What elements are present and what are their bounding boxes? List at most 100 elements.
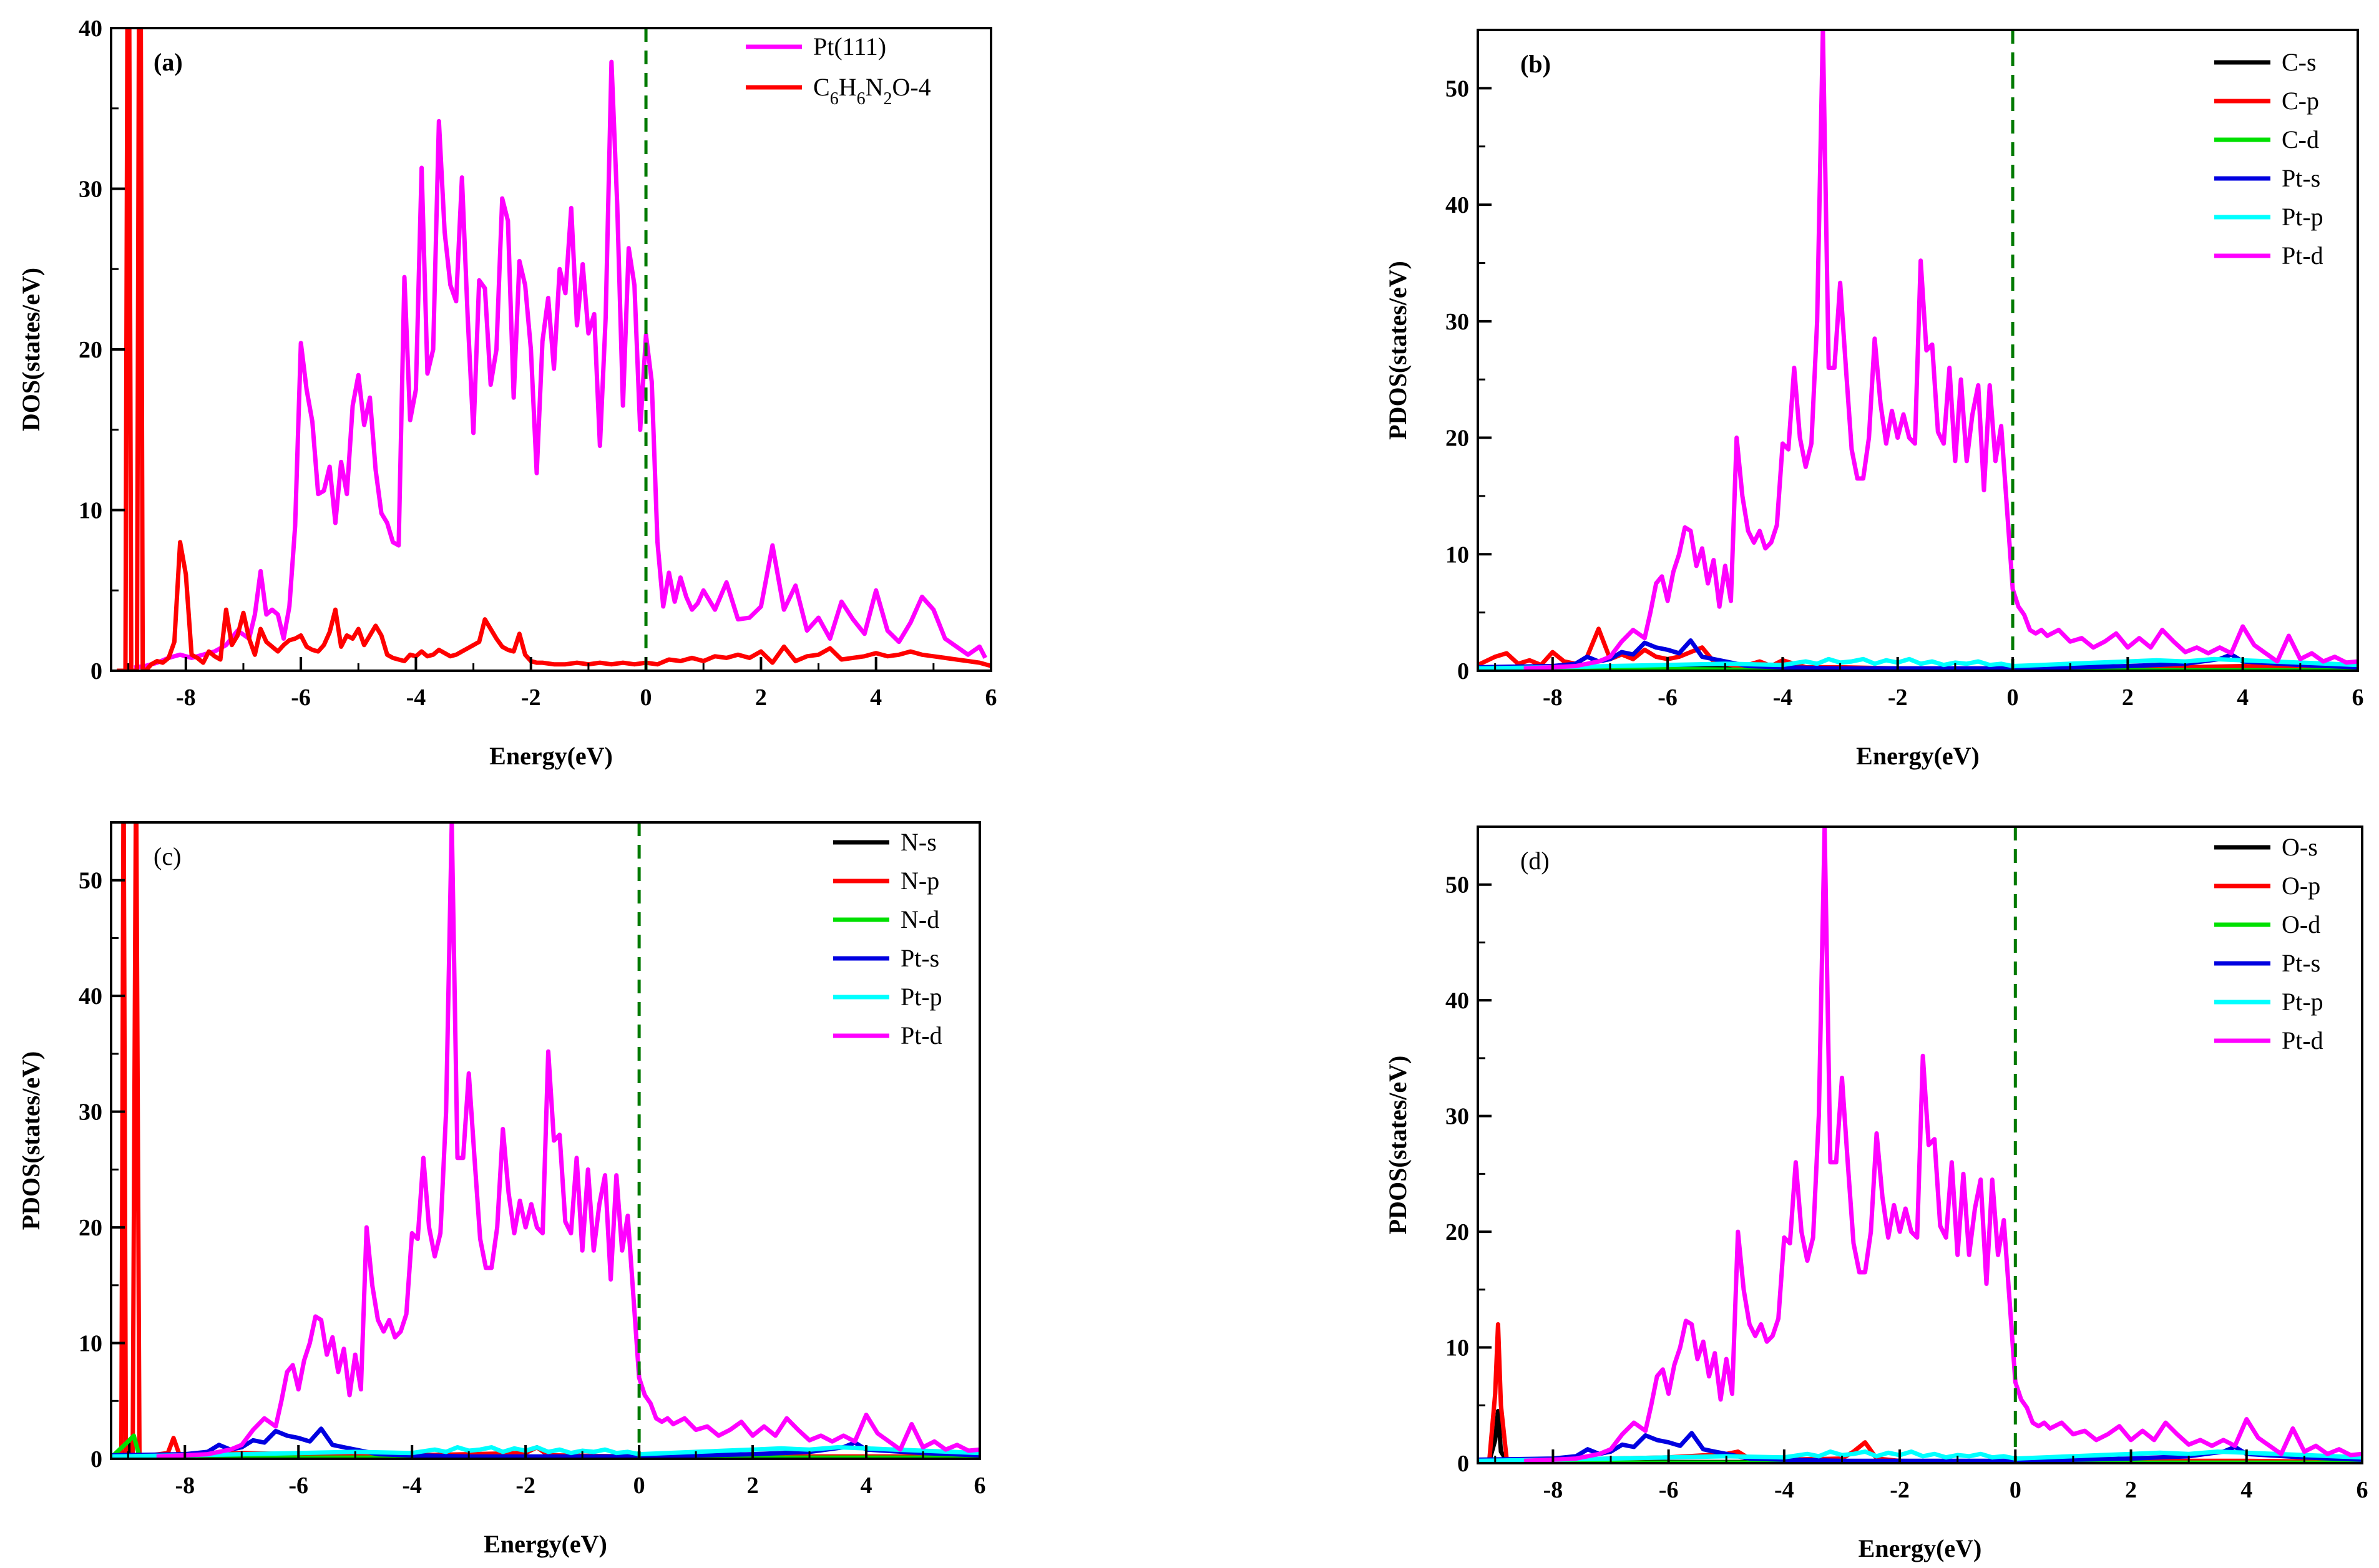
y-tick-label: 0 (1457, 658, 1469, 684)
y-tick-label: 40 (1445, 988, 1469, 1014)
x-tick-label: -6 (1659, 1477, 1679, 1503)
y-tick-label: 30 (1445, 1104, 1469, 1130)
legend-entry-label: Pt(111) (813, 32, 886, 61)
panel-b: -8 -6 -4 -2 0 2 4 6 0 10 20 30 40 50 Energy(eV) PDOS(st… (1384, 29, 2364, 770)
legend-entry-label: O-d (2282, 910, 2320, 938)
y-tick-label: 40 (79, 983, 102, 1010)
legend-entry-label: Pt-p (901, 983, 942, 1011)
x-tick-label: 2 (747, 1473, 759, 1499)
x-tick-label: -8 (1543, 1477, 1563, 1503)
legend-entry-label: O-s (2282, 833, 2318, 861)
x-tick-label: 2 (2125, 1477, 2137, 1503)
y-tick-label: 30 (79, 177, 102, 203)
panel-label: (b) (1520, 50, 1551, 78)
legend-entry-label: C-p (2282, 87, 2319, 115)
y-tick-label: 10 (1445, 542, 1469, 568)
legend-entry-label: Pt-d (901, 1021, 942, 1049)
legend: Pt(111) C6H6N2O-4 (746, 32, 931, 109)
x-tick-label: -4 (1774, 1477, 1794, 1503)
legend-entry-label: Pt-p (2282, 203, 2323, 231)
y-tick-label: 30 (79, 1099, 102, 1126)
panel-label: (d) (1520, 847, 1550, 875)
y-tick-label: 0 (90, 658, 102, 684)
legend-entry-label: C-d (2282, 125, 2319, 153)
x-tick-label: -6 (291, 684, 311, 711)
y-tick-label: 0 (90, 1446, 102, 1473)
legend-entry-label: N-s (901, 828, 937, 856)
x-tick-label: -2 (521, 684, 541, 711)
y-tick-label: 20 (1445, 426, 1469, 452)
y-tick-label: 10 (1445, 1335, 1469, 1361)
series-line-c6h6n2o-4 (117, 28, 991, 671)
panel-label: (c) (154, 842, 181, 870)
series-line-pt-p (1478, 1449, 2362, 1463)
y-axis-title: PDOS(states/eV) (1384, 1056, 1412, 1235)
y-tick-label: 10 (79, 1331, 102, 1357)
legend-entry-label: Pt-s (2282, 164, 2320, 192)
y-tick-label: 30 (1445, 309, 1469, 335)
x-tick-label: 0 (640, 684, 652, 711)
legend-entry-label: N-d (901, 905, 939, 933)
legend-entry-label: C-s (2282, 48, 2317, 76)
legend-entry-label: Pt-p (2282, 988, 2323, 1016)
plot-frame (1477, 825, 2363, 1464)
legend-entry-label: C6H6N2O-4 (813, 73, 931, 109)
legend-entry-label: Pt-s (2282, 949, 2320, 977)
series-line-pt-d (1523, 827, 2362, 1463)
x-tick-label: 0 (633, 1473, 645, 1499)
x-tick-label: -2 (1888, 684, 1908, 711)
x-tick-label: -4 (402, 1473, 422, 1499)
series-line-pt-p (1478, 656, 2358, 671)
series-line-pt-p (111, 1445, 980, 1459)
plot-frame (1477, 29, 2359, 672)
legend-entry-label: Pt-d (2282, 1026, 2323, 1054)
y-tick-label: 50 (1445, 872, 1469, 898)
x-tick-label: 0 (2010, 1477, 2021, 1503)
y-tick-label: 20 (79, 1215, 102, 1241)
series-line-pt-d (156, 822, 980, 1459)
legend-entry-label: N-p (901, 867, 939, 895)
x-tick-label: 6 (2357, 1477, 2368, 1503)
legend-entry-label: Pt-d (2282, 241, 2323, 270)
y-tick-label: 20 (1445, 1219, 1469, 1245)
x-tick-label: 2 (755, 684, 767, 711)
x-tick-label: 4 (2237, 684, 2249, 711)
x-tick-label: -4 (406, 684, 426, 711)
x-tick-label: 6 (2352, 684, 2364, 711)
x-tick-label: 4 (870, 684, 882, 711)
y-tick-label: 50 (79, 868, 102, 894)
x-axis-title: Energy(eV) (489, 742, 613, 770)
series-line-pt-d (1523, 30, 2358, 671)
y-tick-label: 40 (1445, 192, 1469, 218)
panel-d: -8 -6 -4 -2 0 2 4 6 0 10 20 30 40 50 Energy(eV) PDOS(st… (1384, 825, 2368, 1562)
y-tick-label: 50 (1445, 75, 1469, 102)
plot-frame (110, 821, 981, 1460)
x-axis-title: Energy(eV) (1859, 1534, 1982, 1562)
panel-label: (a) (154, 48, 183, 76)
legend-entry-label: Pt-s (901, 944, 939, 972)
y-tick-label: 0 (1457, 1451, 1469, 1477)
panel-a: -8 -6 -4 -2 0 2 4 6 0 10 20 30 40 Energy(eV) DOS(state… (17, 16, 997, 770)
x-axis-title: Energy(eV) (1856, 742, 1980, 770)
x-axis-title: Energy(eV) (484, 1530, 607, 1558)
y-axis-title: PDOS(states/eV) (1384, 261, 1412, 440)
x-tick-label: 4 (861, 1473, 872, 1499)
x-tick-label: -6 (1658, 684, 1678, 711)
legend: N-s N-p N-d Pt-s Pt-p Pt-d (833, 828, 942, 1049)
x-tick-label: -2 (515, 1473, 535, 1499)
x-tick-label: 6 (974, 1473, 986, 1499)
x-tick-label: -8 (1543, 684, 1563, 711)
legend-entry-label: O-p (2282, 872, 2320, 900)
x-tick-label: -8 (176, 684, 196, 711)
x-tick-label: -8 (175, 1473, 195, 1499)
x-tick-label: 0 (2007, 684, 2019, 711)
x-tick-label: -4 (1773, 684, 1793, 711)
x-tick-label: -2 (1890, 1477, 1910, 1503)
x-tick-label: -6 (288, 1473, 308, 1499)
x-tick-label: 4 (2240, 1477, 2252, 1503)
y-tick-label: 20 (79, 337, 102, 363)
x-tick-label: 6 (985, 684, 997, 711)
x-tick-label: 2 (2122, 684, 2134, 711)
legend: C-s C-p C-d Pt-s Pt-p Pt-d (2214, 48, 2323, 270)
